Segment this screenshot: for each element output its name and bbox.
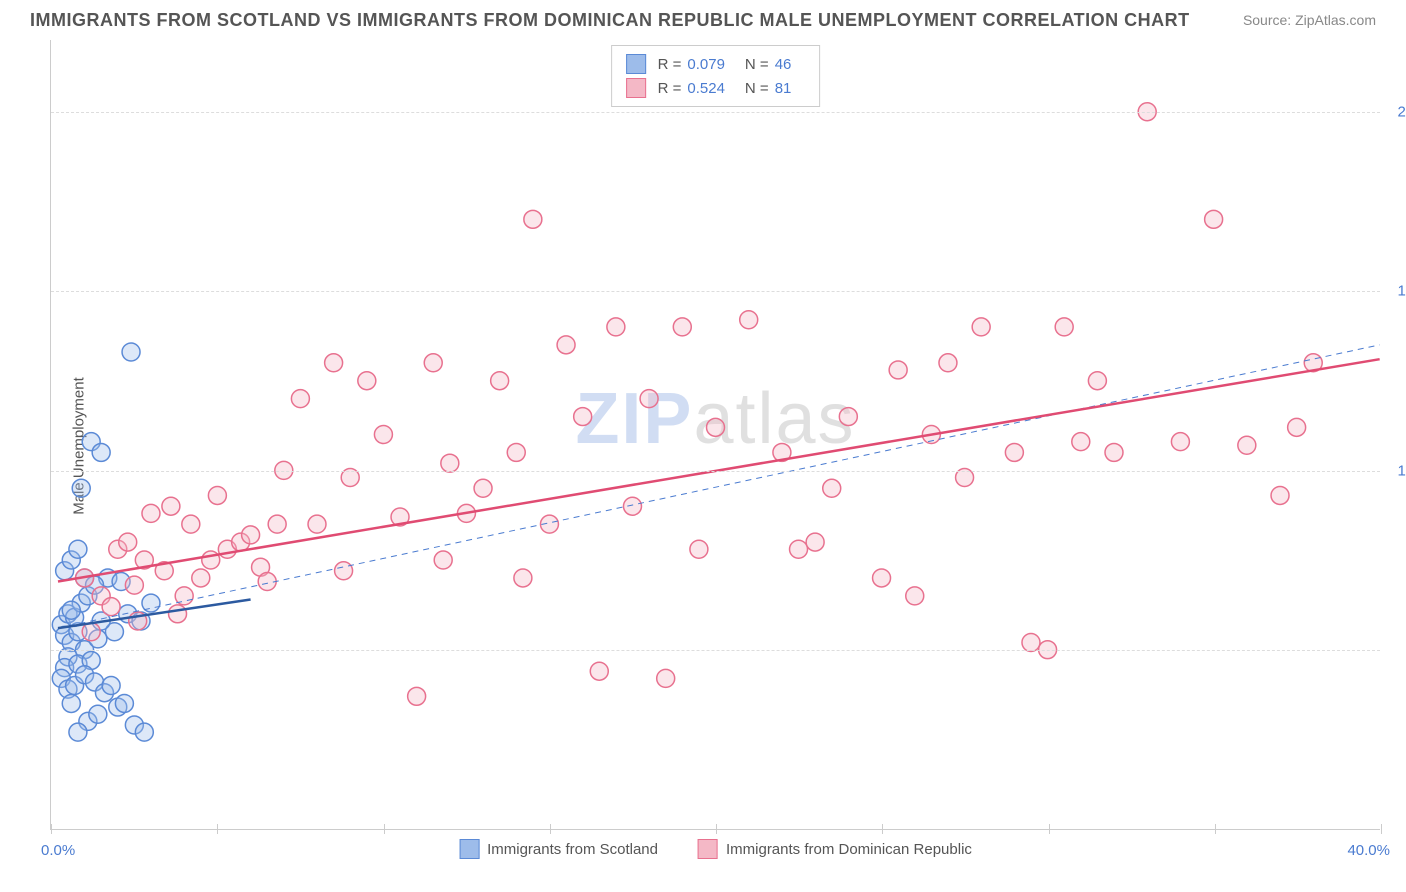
stats-row-scotland: R = 0.079 N = 46 [626, 52, 806, 76]
n-value-dominican: 81 [775, 80, 792, 97]
x-tick-mark [550, 824, 551, 834]
source-attribution: Source: ZipAtlas.com [1243, 12, 1376, 28]
legend-color-scotland [459, 839, 479, 859]
x-tick-max: 40.0% [1347, 842, 1390, 859]
watermark: ZIPatlas [575, 378, 855, 460]
bottom-legend: Immigrants from Scotland Immigrants from… [459, 839, 972, 859]
gridline-h [51, 471, 1380, 472]
r-value-dominican: 0.524 [687, 80, 725, 97]
x-tick-mark [217, 824, 218, 834]
chart-container: IMMIGRANTS FROM SCOTLAND VS IMMIGRANTS F… [0, 0, 1406, 892]
r-value-scotland: 0.079 [687, 56, 725, 73]
y-tick-label: 10.0% [1385, 462, 1406, 479]
gridline-h [51, 291, 1380, 292]
n-label: N = [745, 80, 769, 97]
x-tick-mark [716, 824, 717, 834]
chart-title: IMMIGRANTS FROM SCOTLAND VS IMMIGRANTS F… [30, 10, 1190, 31]
y-tick-label: 5.0% [1385, 642, 1406, 659]
gridline-h [51, 650, 1380, 651]
y-tick-label: 15.0% [1385, 283, 1406, 300]
r-label: R = [658, 56, 682, 73]
plot-area: ZIPatlas R = 0.079 N = 46 R = 0.524 N = … [50, 40, 1380, 830]
x-tick-mark [1049, 824, 1050, 834]
n-label: N = [745, 56, 769, 73]
n-value-scotland: 46 [775, 56, 792, 73]
y-tick-label: 20.0% [1385, 103, 1406, 120]
scatter-svg [51, 40, 1380, 829]
stats-row-dominican: R = 0.524 N = 81 [626, 76, 806, 100]
r-label: R = [658, 80, 682, 97]
x-tick-mark [384, 824, 385, 834]
legend-label-scotland: Immigrants from Scotland [487, 841, 658, 858]
x-tick-mark [1215, 824, 1216, 834]
legend-item-dominican: Immigrants from Dominican Republic [698, 839, 972, 859]
watermark-brand: ZIP [575, 379, 693, 459]
gridline-h [51, 112, 1380, 113]
legend-item-scotland: Immigrants from Scotland [459, 839, 658, 859]
watermark-suffix: atlas [693, 379, 855, 459]
legend-square-dominican [626, 78, 646, 98]
legend-label-dominican: Immigrants from Dominican Republic [726, 841, 972, 858]
x-tick-mark [51, 824, 52, 834]
legend-color-dominican [698, 839, 718, 859]
stats-legend-box: R = 0.079 N = 46 R = 0.524 N = 81 [611, 45, 821, 107]
x-tick-min: 0.0% [41, 842, 75, 859]
x-tick-mark [882, 824, 883, 834]
x-tick-mark [1381, 824, 1382, 834]
legend-square-scotland [626, 54, 646, 74]
